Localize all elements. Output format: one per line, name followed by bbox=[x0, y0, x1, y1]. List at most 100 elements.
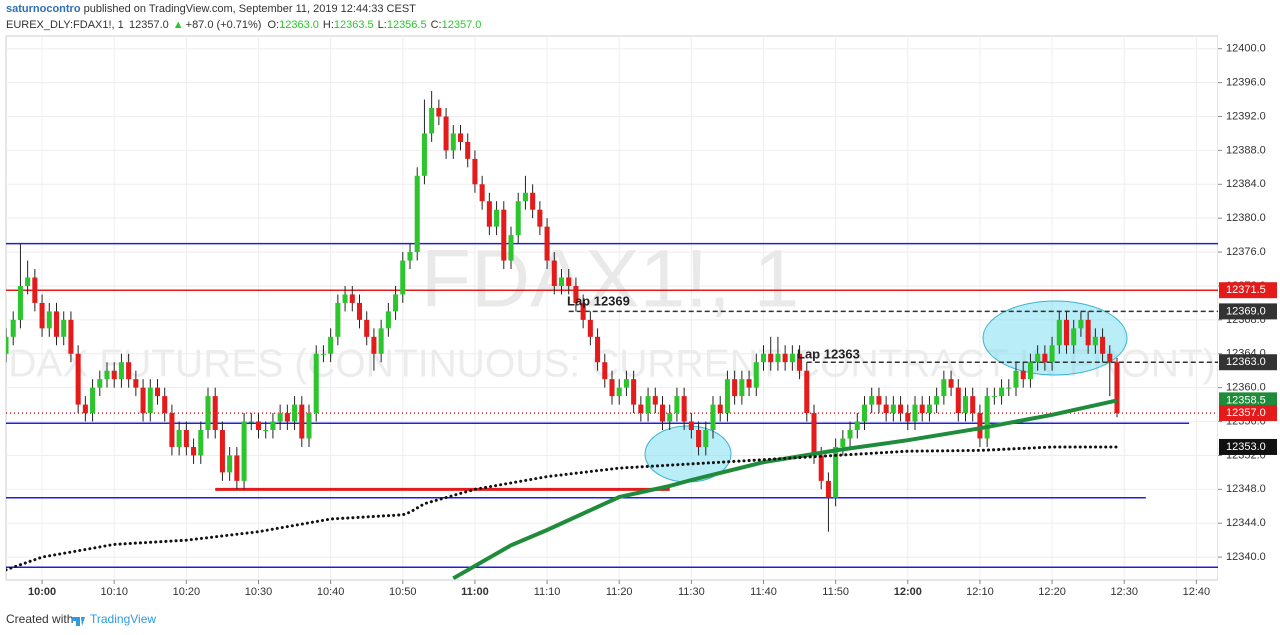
watermark: FDAX1!, 1 bbox=[421, 234, 799, 325]
candle-body bbox=[941, 379, 947, 397]
candle-body bbox=[140, 387, 146, 414]
candle-body bbox=[82, 404, 88, 414]
x-tick-label: 12:30 bbox=[1110, 586, 1138, 598]
x-tick-label: 10:40 bbox=[317, 586, 345, 598]
candle-body bbox=[934, 396, 940, 405]
candle-body bbox=[457, 133, 464, 142]
candle-body bbox=[46, 311, 52, 329]
candle-body bbox=[501, 209, 507, 261]
candle-body bbox=[825, 480, 831, 498]
symbol: EUREX_DLY:FDAX1!, 1 bbox=[6, 19, 124, 31]
candle-body bbox=[328, 336, 334, 354]
candle-body bbox=[522, 192, 528, 202]
price-label: 12363.0 bbox=[1226, 356, 1266, 368]
candle-body bbox=[154, 387, 161, 397]
candle-body bbox=[335, 302, 341, 337]
x-tick-label: 12:00 bbox=[894, 586, 922, 598]
candle-body bbox=[205, 396, 211, 431]
candle-body bbox=[241, 421, 247, 481]
candle-body bbox=[465, 141, 471, 159]
price-label: 12369.0 bbox=[1226, 305, 1266, 317]
candle-body bbox=[1020, 370, 1026, 380]
x-tick-label: 12:10 bbox=[966, 586, 994, 598]
candle-body bbox=[486, 201, 492, 227]
candle-body bbox=[1013, 370, 1019, 388]
candle-body bbox=[797, 353, 803, 371]
x-tick-label: 12:20 bbox=[1038, 586, 1066, 598]
candle-body bbox=[595, 336, 601, 363]
candle-body bbox=[1049, 345, 1055, 363]
candle-body bbox=[970, 396, 976, 414]
candle-body bbox=[717, 404, 723, 414]
candle-body bbox=[623, 379, 629, 388]
candle-body bbox=[1035, 353, 1041, 363]
candle-body bbox=[919, 404, 925, 414]
change: +87.0 (+0.71%) bbox=[186, 19, 262, 31]
candle-body bbox=[703, 430, 709, 447]
ohlc-value: 12357.0 bbox=[442, 19, 482, 31]
candle-body bbox=[436, 108, 442, 117]
candle-body bbox=[162, 396, 168, 414]
y-tick-label: 12344.0 bbox=[1226, 517, 1266, 529]
candle-body bbox=[869, 396, 875, 405]
candle-body bbox=[400, 260, 406, 295]
x-tick-label: 10:50 bbox=[389, 586, 417, 598]
candle-body bbox=[984, 396, 990, 439]
indicator-line bbox=[452, 398, 1118, 580]
candle-body bbox=[90, 387, 96, 414]
candle-body bbox=[450, 133, 456, 151]
candle-body bbox=[75, 353, 81, 405]
ohlc-value: 12363.0 bbox=[279, 19, 319, 31]
candle-body bbox=[169, 413, 175, 447]
x-tick-label: 10:30 bbox=[245, 586, 273, 598]
author: saturnocontro bbox=[6, 3, 81, 15]
candle-body bbox=[385, 311, 391, 329]
candle-body bbox=[1107, 353, 1113, 363]
candle-body bbox=[732, 379, 738, 397]
candle-body bbox=[999, 387, 1005, 397]
ohlc-key: L: bbox=[378, 19, 387, 31]
candle-body bbox=[97, 379, 103, 388]
candle-body bbox=[32, 277, 38, 303]
candle-body bbox=[284, 413, 290, 422]
candle-body bbox=[1078, 319, 1084, 329]
candle-body bbox=[753, 362, 759, 388]
candle-body bbox=[61, 319, 67, 337]
y-tick-label: 12348.0 bbox=[1226, 483, 1266, 495]
x-tick-label: 11:10 bbox=[534, 586, 561, 598]
time-axis: 10:00 10:10 10:20 10:30 10:40 10:50 11:00 11:10… bbox=[6, 579, 1218, 598]
candle-body bbox=[530, 192, 536, 210]
candle-body bbox=[277, 413, 283, 422]
candle-body bbox=[811, 413, 817, 456]
candle-body bbox=[587, 319, 593, 337]
candle-body bbox=[739, 379, 745, 397]
ohlc-value: 12363.5 bbox=[334, 19, 374, 31]
candle-body bbox=[53, 311, 60, 337]
price-label-bg bbox=[1219, 282, 1277, 299]
candle-body bbox=[234, 455, 240, 481]
candle-body bbox=[10, 319, 16, 337]
candle-body bbox=[255, 421, 262, 431]
candle-body bbox=[876, 396, 882, 405]
candle-body bbox=[306, 413, 312, 439]
candle-body bbox=[111, 370, 117, 380]
candle-body bbox=[320, 353, 326, 355]
candle-body bbox=[248, 421, 254, 423]
y-tick-label: 12340.0 bbox=[1226, 551, 1266, 563]
candle-body bbox=[616, 387, 622, 397]
candle-body bbox=[133, 379, 139, 388]
candle-body bbox=[25, 277, 31, 286]
y-tick-label: 12396.0 bbox=[1226, 77, 1266, 89]
candle-body bbox=[292, 404, 298, 422]
candle-body bbox=[1085, 319, 1091, 346]
candle-body bbox=[991, 396, 997, 398]
x-tick-label: 11:00 bbox=[461, 586, 489, 598]
highlight-ellipse bbox=[982, 300, 1128, 376]
candle-body bbox=[537, 209, 543, 227]
candle-body bbox=[645, 396, 651, 414]
y-tick-label: 12388.0 bbox=[1226, 144, 1266, 156]
candle-body bbox=[176, 430, 182, 447]
candle-body bbox=[854, 421, 860, 431]
y-tick-label: 12384.0 bbox=[1226, 178, 1266, 190]
